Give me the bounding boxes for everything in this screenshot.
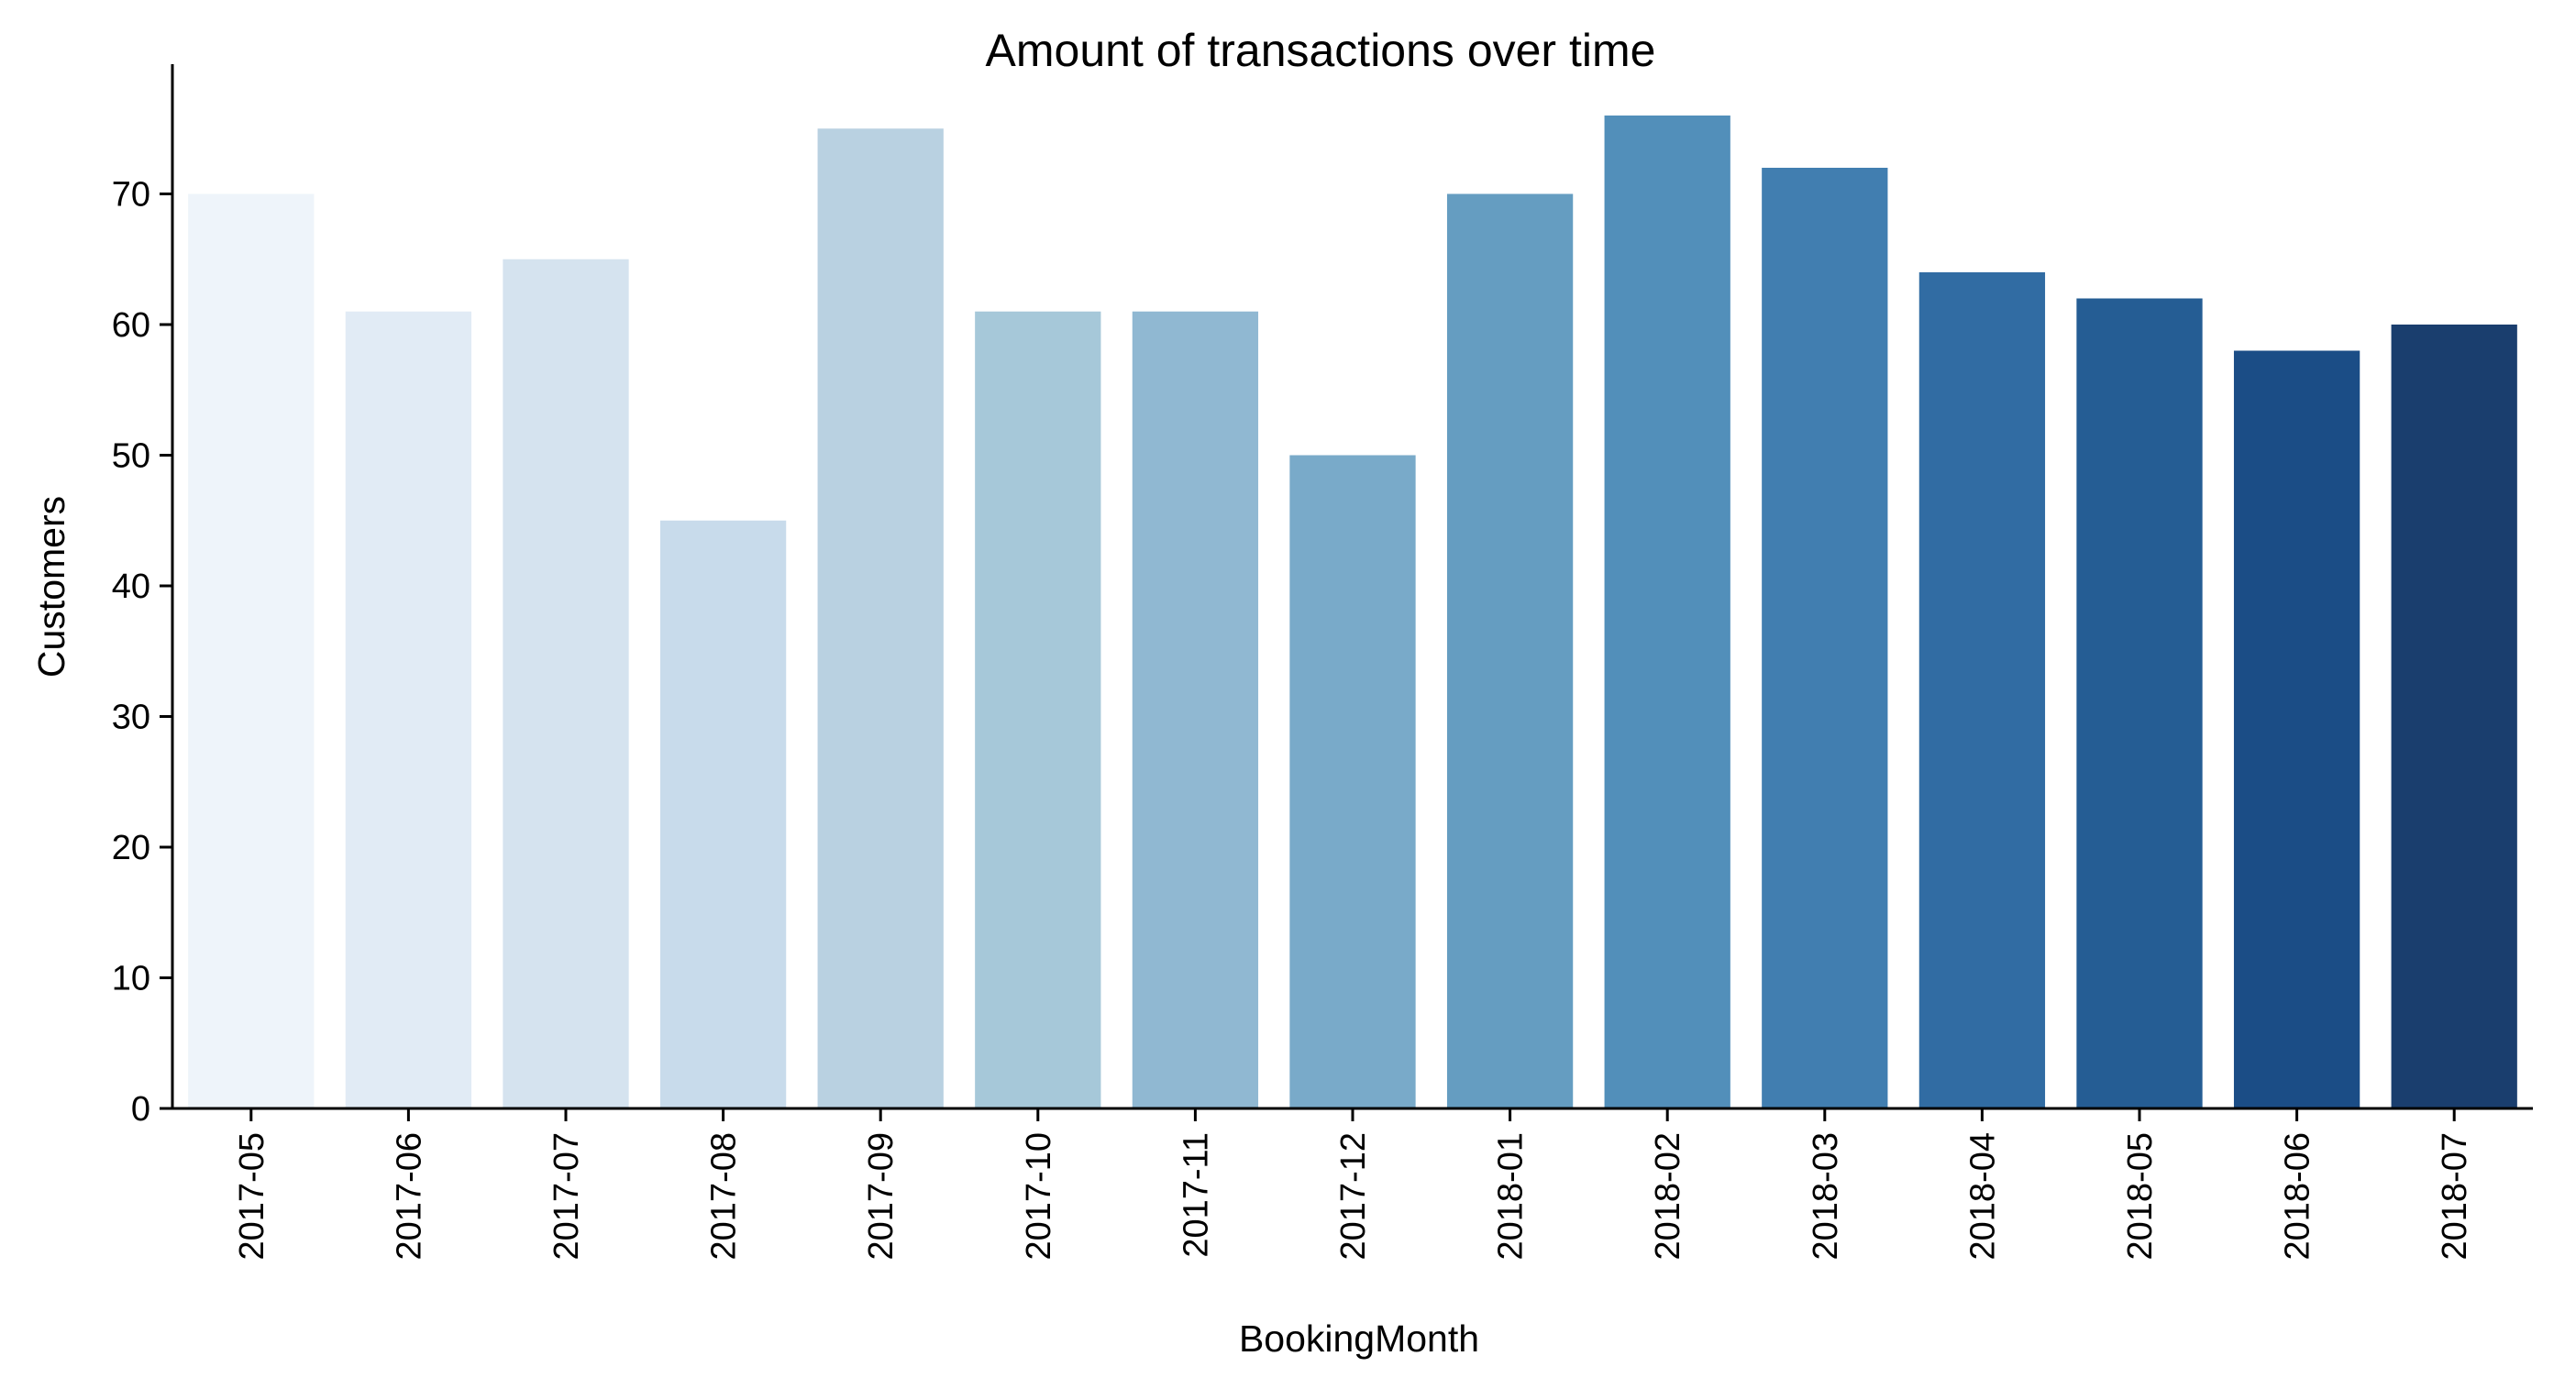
- y-axis-label: Customers: [30, 496, 72, 678]
- x-tick-label: 2018-03: [1807, 1132, 1845, 1260]
- x-tick-label: 2018-04: [1963, 1132, 2002, 1260]
- x-tick-label: 2017-07: [547, 1132, 586, 1260]
- x-axis-ticks: 2017-05 2017-06 2017-07 2017-08 2017-09 2017-…: [233, 1108, 2474, 1260]
- bar-2018-03: [1762, 168, 1888, 1108]
- bar-2017-07: [503, 259, 629, 1108]
- bar-2018-01: [1446, 193, 1574, 1108]
- x-tick-label: 2018-02: [1649, 1132, 1687, 1260]
- y-tick-label: 10: [112, 960, 150, 998]
- x-tick-label: 2017-08: [705, 1132, 744, 1260]
- y-tick-label: 0: [131, 1090, 150, 1129]
- x-tick-label: 2018-06: [2279, 1132, 2317, 1260]
- x-tick-label: 2017-06: [390, 1132, 428, 1260]
- bar-2017-09: [817, 128, 944, 1108]
- y-axis-ticks: 0 10 20 30 40 50 60 70: [112, 176, 172, 1129]
- x-tick-label: 2018-01: [1492, 1132, 1531, 1260]
- bar-2018-02: [1604, 116, 1730, 1108]
- x-tick-label: 2017-12: [1334, 1132, 1373, 1260]
- bar-2018-06: [2233, 350, 2360, 1108]
- y-tick-label: 50: [112, 437, 150, 476]
- x-tick-label: 2018-07: [2436, 1132, 2474, 1260]
- x-tick-label: 2017-10: [1020, 1132, 1058, 1260]
- x-tick-label: 2018-05: [2121, 1132, 2160, 1260]
- bar-2017-10: [975, 311, 1101, 1108]
- chart-title: Amount of transactions over time: [986, 25, 1656, 76]
- y-tick-label: 40: [112, 568, 150, 606]
- x-tick-label: 2017-11: [1177, 1132, 1215, 1258]
- y-tick-label: 30: [112, 699, 150, 737]
- bar-2017-06: [345, 311, 472, 1108]
- bar-2018-04: [1918, 272, 2046, 1108]
- bar-2018-07: [2391, 325, 2517, 1108]
- bar-2017-12: [1289, 455, 1416, 1108]
- x-tick-label: 2017-05: [233, 1132, 271, 1260]
- x-axis-label: BookingMonth: [1239, 1317, 1479, 1360]
- y-tick-label: 70: [112, 176, 150, 215]
- bar-2017-05: [188, 193, 315, 1108]
- bar-2017-11: [1132, 311, 1259, 1108]
- y-tick-label: 20: [112, 829, 150, 867]
- bars: [188, 116, 2517, 1108]
- y-tick-label: 60: [112, 306, 150, 345]
- x-tick-label: 2017-09: [862, 1132, 901, 1260]
- bar-2018-05: [2076, 298, 2203, 1108]
- bar-2017-08: [659, 520, 787, 1108]
